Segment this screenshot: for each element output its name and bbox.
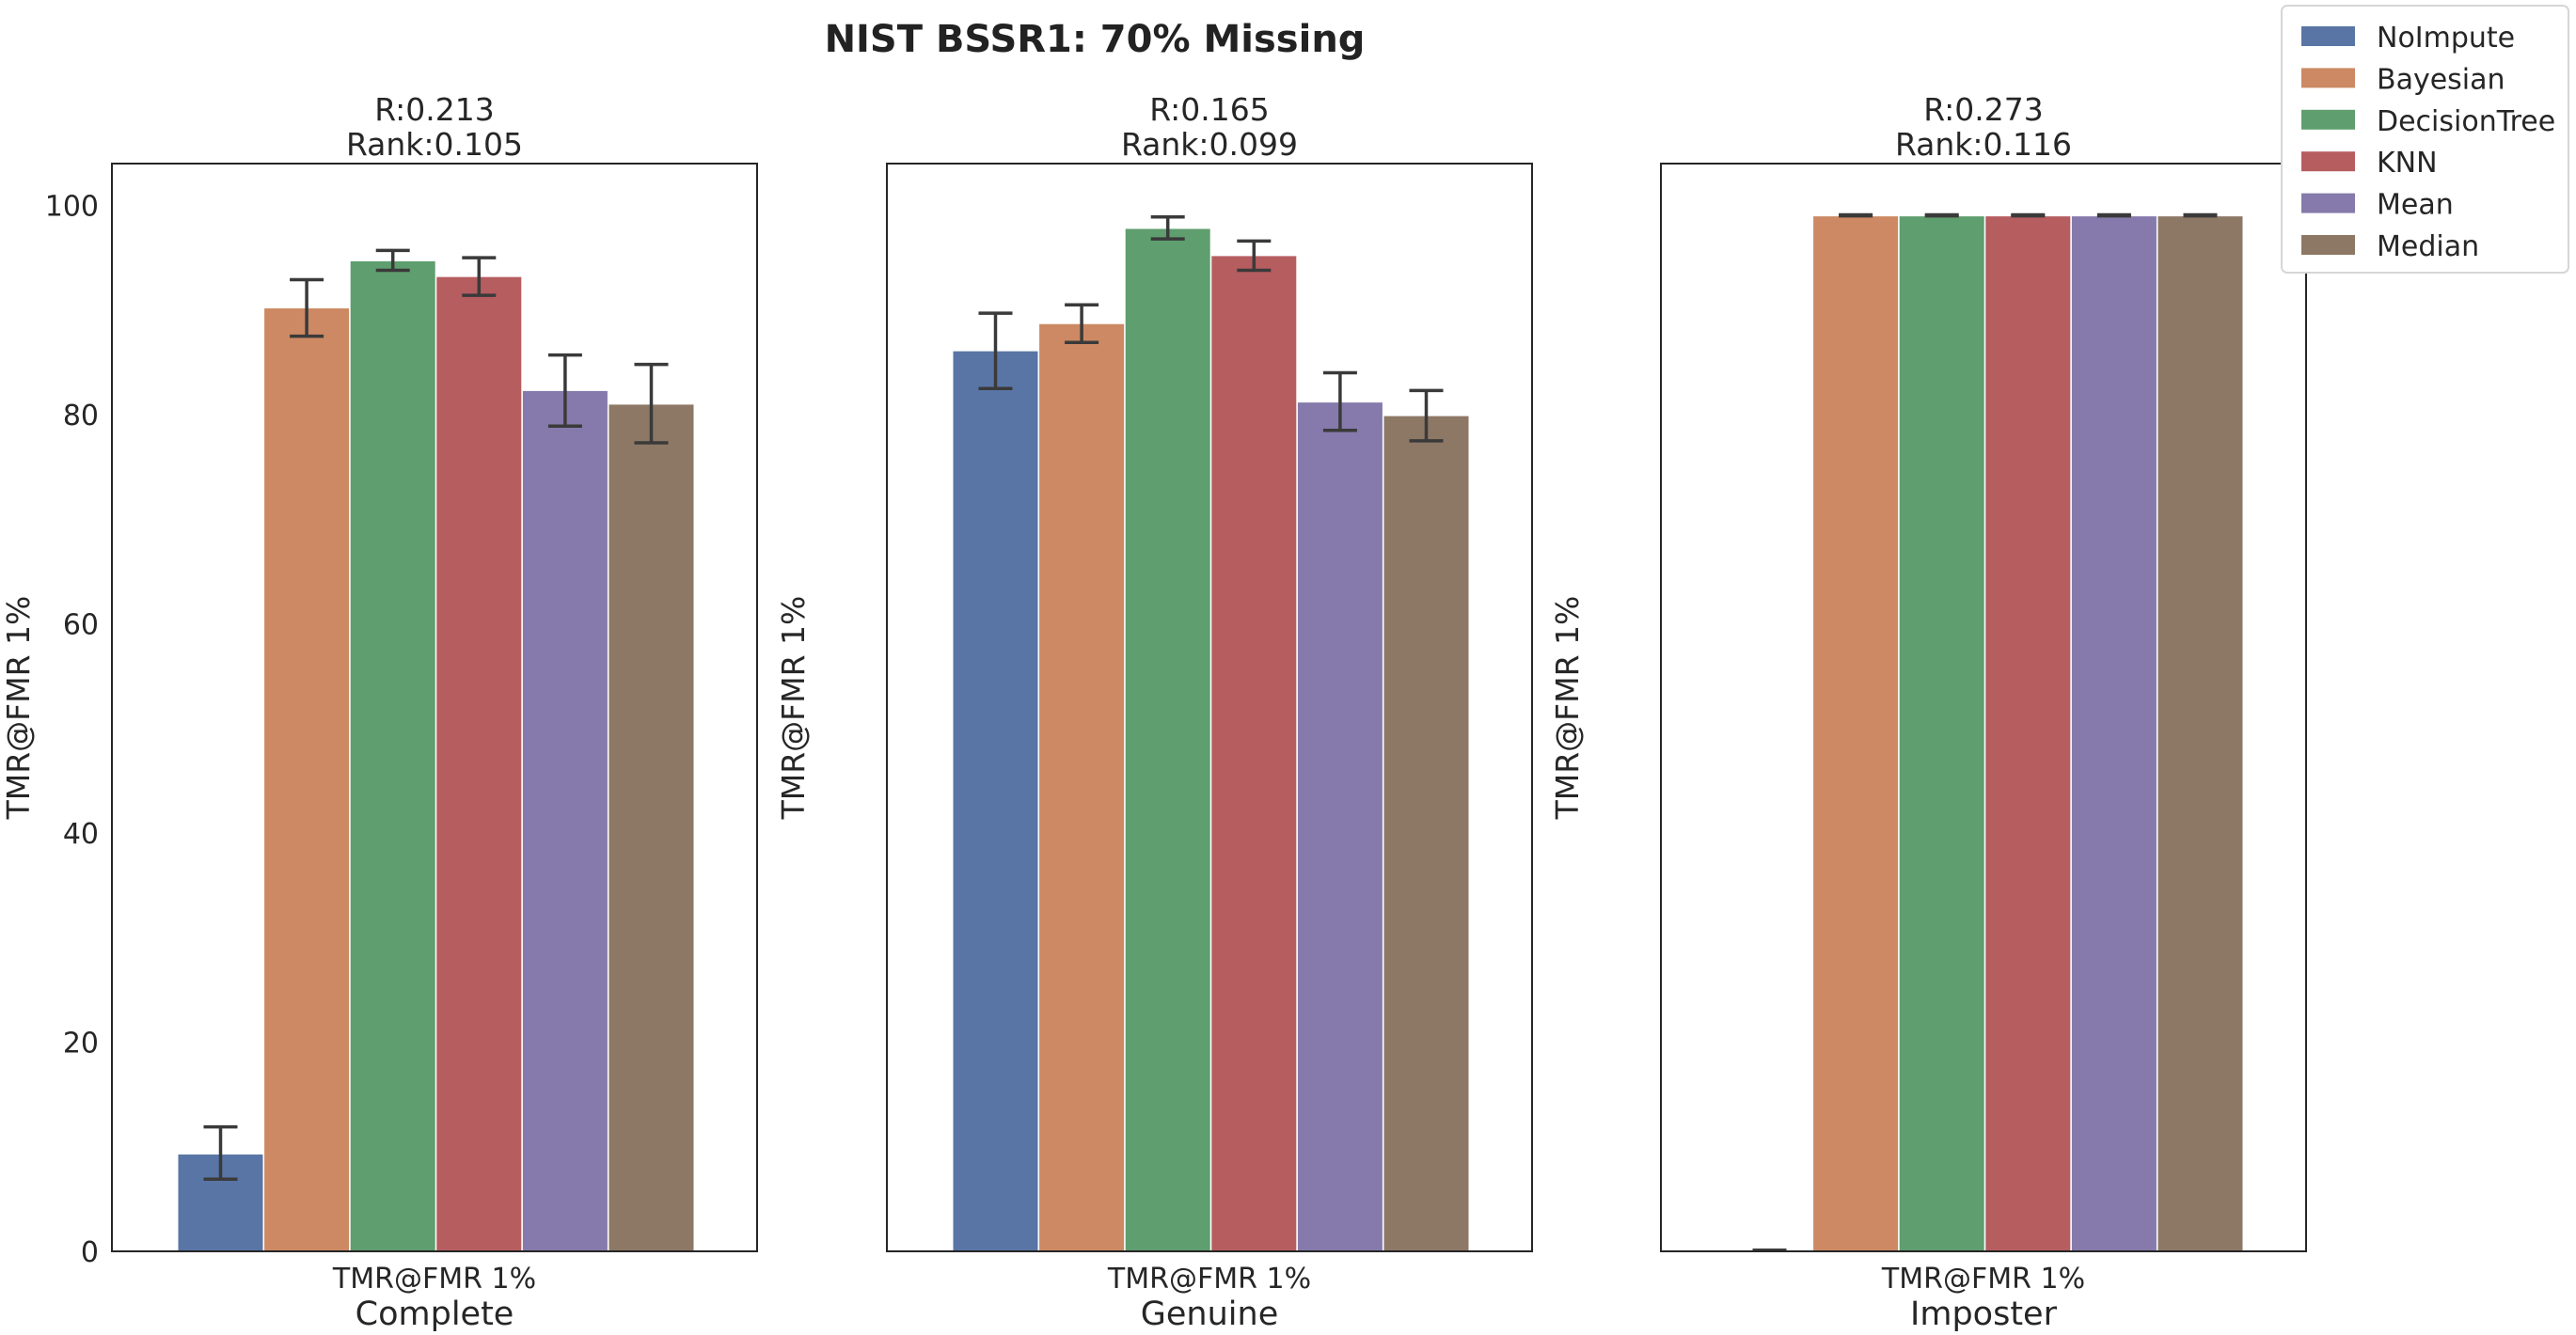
error-bar-decisiontree bbox=[1150, 214, 1185, 241]
y-tick-label: 100 bbox=[45, 191, 99, 224]
bar-median bbox=[1383, 415, 1470, 1252]
bar-knn bbox=[1984, 215, 2072, 1252]
error-bar-median bbox=[1409, 388, 1444, 443]
bar-mean bbox=[2070, 215, 2157, 1252]
error-bar-noimpute bbox=[978, 311, 1013, 390]
x-tick-label: TMR@FMR 1% bbox=[332, 1263, 536, 1296]
error-bar-knn bbox=[2011, 212, 2046, 218]
error-bar-bayesian bbox=[1839, 212, 1873, 218]
x-tick-label: TMR@FMR 1% bbox=[1107, 1263, 1311, 1296]
panel-title-rank: Rank:0.099 bbox=[1121, 126, 1298, 163]
legend-swatch-knn bbox=[2301, 151, 2355, 172]
legend-label: DecisionTree bbox=[2377, 105, 2555, 138]
legend-label: Bayesian bbox=[2377, 63, 2505, 96]
panel-title-r: R:0.165 bbox=[1149, 91, 1270, 128]
bar-bayesian bbox=[1038, 322, 1126, 1252]
error-bar-median bbox=[634, 362, 669, 445]
legend: NoImpute Bayesian DecisionTree KNN Mean Media… bbox=[2281, 5, 2569, 274]
error-bar-decisiontree bbox=[375, 248, 410, 273]
bar-bayesian bbox=[1812, 215, 1900, 1252]
y-axis-label: TMR@FMR 1% bbox=[775, 596, 812, 821]
y-tick-label: 60 bbox=[63, 609, 99, 642]
bar-bayesian bbox=[263, 307, 351, 1252]
axes-frame bbox=[111, 163, 758, 1252]
legend-swatch-mean bbox=[2301, 193, 2355, 213]
bar-decisiontree bbox=[1898, 215, 1985, 1252]
chart-title: NIST BSSR1: 70% Missing bbox=[825, 18, 1366, 61]
legend-item-median: Median bbox=[2301, 230, 2479, 263]
error-bar-knn bbox=[1237, 239, 1272, 273]
legend-item-decisiontree: DecisionTree bbox=[2301, 105, 2555, 138]
y-axis-label: TMR@FMR 1% bbox=[0, 596, 37, 821]
panel-title-rank: Rank:0.116 bbox=[1895, 126, 2072, 163]
legend-swatch-noimpute bbox=[2301, 26, 2355, 46]
bar-noimpute bbox=[952, 350, 1039, 1252]
y-axis-label: TMR@FMR 1% bbox=[1549, 596, 1586, 821]
panel-title-r: R:0.273 bbox=[1923, 91, 2044, 128]
legend-swatch-median bbox=[2301, 235, 2355, 255]
error-bar-mean bbox=[1322, 370, 1357, 432]
error-bar-median bbox=[2183, 212, 2218, 218]
panel-title-r: R:0.213 bbox=[374, 91, 495, 128]
bar-mean bbox=[521, 389, 608, 1252]
bar-knn bbox=[435, 275, 523, 1252]
legend-label: Mean bbox=[2377, 189, 2454, 222]
error-bar-bayesian bbox=[290, 277, 324, 338]
bar-knn bbox=[1210, 255, 1298, 1252]
bar-median bbox=[2157, 215, 2244, 1252]
y-tick-label: 40 bbox=[63, 818, 99, 851]
error-bar-decisiontree bbox=[1924, 212, 1959, 218]
panel-title-rank: Rank:0.105 bbox=[346, 126, 523, 163]
legend-item-noimpute: NoImpute bbox=[2301, 22, 2515, 55]
bar-mean bbox=[1296, 401, 1383, 1252]
legend-item-knn: KNN bbox=[2301, 147, 2438, 180]
bar-median bbox=[608, 403, 695, 1252]
legend-label: Median bbox=[2377, 230, 2479, 263]
error-bar-knn bbox=[462, 256, 497, 297]
error-bar-noimpute bbox=[203, 1124, 238, 1181]
y-tick-label: 80 bbox=[63, 400, 99, 432]
bar-decisiontree bbox=[349, 259, 436, 1252]
legend-label: NoImpute bbox=[2377, 22, 2515, 55]
legend-item-mean: Mean bbox=[2301, 189, 2454, 222]
x-axis-label: Complete bbox=[356, 1296, 514, 1333]
y-tick-label: 0 bbox=[81, 1236, 99, 1269]
axes-frame bbox=[886, 163, 1533, 1252]
error-bar-bayesian bbox=[1065, 303, 1099, 344]
x-tick-label: TMR@FMR 1% bbox=[1881, 1263, 2085, 1296]
axes-frame bbox=[1660, 163, 2307, 1252]
y-tick-label: 20 bbox=[63, 1028, 99, 1060]
bar-decisiontree bbox=[1124, 228, 1211, 1252]
legend-label: KNN bbox=[2377, 147, 2438, 180]
x-axis-label: Imposter bbox=[1910, 1296, 2058, 1333]
legend-swatch-decisiontree bbox=[2301, 109, 2355, 130]
error-bar-mean bbox=[547, 353, 582, 428]
legend-item-bayesian: Bayesian bbox=[2301, 63, 2505, 96]
legend-swatch-bayesian bbox=[2301, 68, 2355, 88]
error-bar-mean bbox=[2096, 212, 2131, 218]
x-axis-label: Genuine bbox=[1141, 1296, 1278, 1333]
